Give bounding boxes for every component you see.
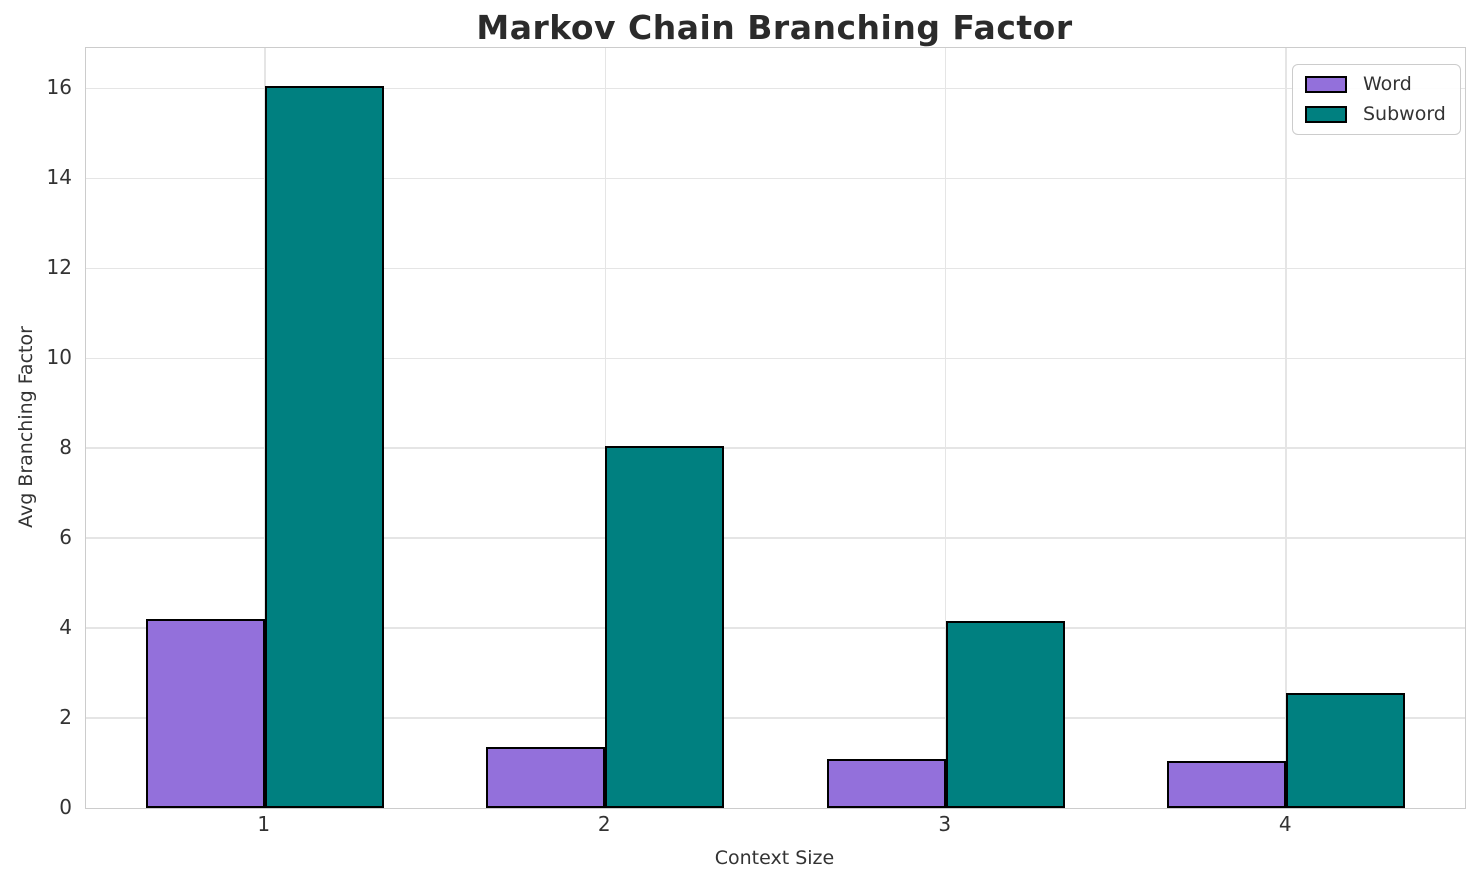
y-tick-label: 4: [59, 615, 72, 640]
gridline-horizontal: [86, 717, 1465, 719]
x-tick-label: 4: [1278, 812, 1292, 836]
bar-subword-4: [1286, 693, 1406, 808]
gridline-horizontal: [86, 357, 1465, 360]
x-tick-label: 1: [257, 812, 271, 836]
legend-item-subword: Subword: [1305, 103, 1448, 126]
x-axis-label: Context Size: [714, 847, 835, 869]
bar-word-1: [145, 619, 265, 808]
chart-title: Markov Chain Branching Factor: [476, 8, 1073, 47]
y-tick-label: 16: [46, 75, 72, 100]
y-tick-label: 10: [46, 345, 72, 370]
bar-subword-2: [605, 446, 725, 808]
x-tick-label: 2: [597, 812, 611, 836]
plot-area: [85, 47, 1466, 809]
bar-subword-3: [945, 621, 1065, 808]
legend-swatch-word: [1305, 75, 1347, 93]
bar-subword-1: [264, 86, 384, 808]
y-tick-label: 8: [59, 435, 72, 460]
gridline-vertical: [604, 48, 606, 808]
gridline-horizontal: [86, 177, 1465, 180]
y-tick-label: 0: [59, 795, 72, 819]
x-tick-label: 3: [938, 812, 952, 836]
legend: Word Subword: [1292, 64, 1461, 135]
bar-word-4: [1167, 760, 1287, 808]
bar-word-3: [826, 758, 946, 808]
gridline-horizontal: [86, 627, 1465, 629]
legend-item-word: Word: [1305, 73, 1448, 96]
y-tick-label: 2: [59, 705, 72, 730]
legend-label-subword: Subword: [1363, 102, 1446, 125]
legend-swatch-subword: [1305, 105, 1347, 123]
gridline-horizontal: [86, 267, 1465, 270]
gridline-horizontal: [86, 87, 1465, 90]
gridline-vertical: [1285, 48, 1287, 808]
y-tick-label: 6: [59, 525, 72, 550]
y-tick-label: 12: [46, 255, 72, 280]
gridline-vertical: [944, 48, 947, 808]
bar-word-2: [486, 747, 606, 808]
y-tick-label: 14: [46, 165, 72, 190]
gridline-horizontal: [86, 447, 1465, 449]
gridline-horizontal: [86, 537, 1465, 539]
legend-label-word: Word: [1363, 73, 1412, 95]
